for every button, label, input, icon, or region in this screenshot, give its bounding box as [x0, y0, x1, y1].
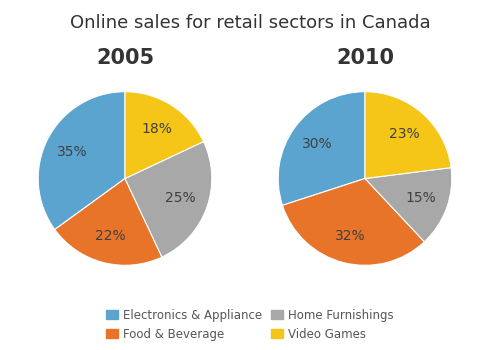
Title: 2005: 2005: [96, 48, 154, 69]
Wedge shape: [125, 92, 204, 178]
Text: 32%: 32%: [335, 229, 366, 243]
Text: Online sales for retail sectors in Canada: Online sales for retail sectors in Canad…: [70, 14, 430, 32]
Wedge shape: [365, 168, 452, 242]
Wedge shape: [365, 92, 451, 178]
Legend: Electronics & Appliance, Food & Beverage, Home Furnishings, Video Games: Electronics & Appliance, Food & Beverage…: [103, 305, 397, 344]
Wedge shape: [125, 141, 212, 257]
Wedge shape: [55, 178, 162, 265]
Title: 2010: 2010: [336, 48, 394, 69]
Wedge shape: [282, 178, 424, 265]
Text: 25%: 25%: [165, 191, 196, 205]
Text: 35%: 35%: [57, 145, 88, 159]
Text: 23%: 23%: [388, 127, 420, 141]
Wedge shape: [38, 92, 125, 230]
Text: 30%: 30%: [302, 137, 332, 151]
Text: 22%: 22%: [95, 229, 126, 243]
Text: 18%: 18%: [141, 122, 172, 136]
Wedge shape: [278, 92, 365, 205]
Text: 15%: 15%: [405, 191, 436, 205]
